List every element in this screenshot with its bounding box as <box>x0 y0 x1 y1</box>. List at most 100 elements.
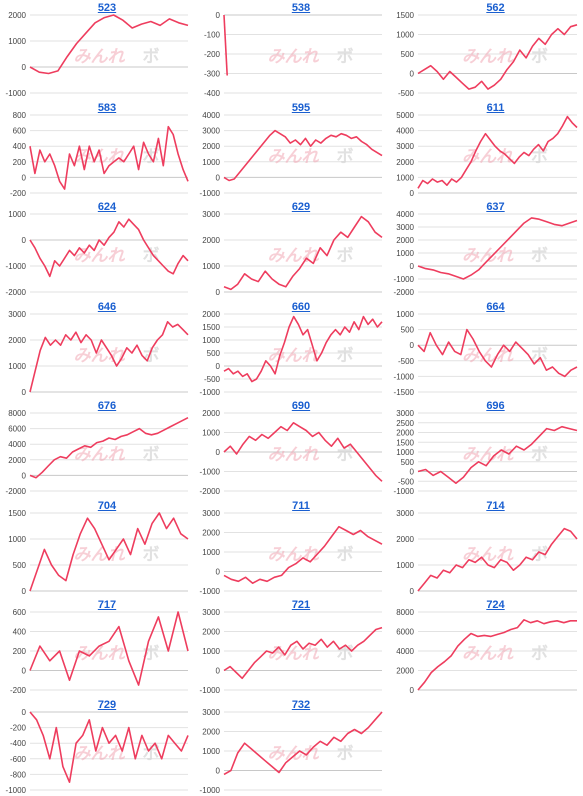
chart-title-link[interactable]: 629 <box>291 201 311 213</box>
y-tick-label: 200 <box>13 647 27 656</box>
chart-title-link[interactable]: 711 <box>292 499 310 512</box>
y-tick-label: 1000 <box>202 548 220 557</box>
chart-svg-711: 3000 2000 1000 0 -1000 みんれボ <box>200 509 383 596</box>
y-tick-label: 2000 <box>8 456 26 465</box>
chart-svg-629: 3000 2000 1000 0 みんれボ <box>202 210 383 297</box>
y-tick-label: -300 <box>204 70 221 79</box>
chart-svg-721: 3000 2000 1000 0 -1000 みんれボ <box>200 608 383 695</box>
y-tick-label: 0 <box>410 686 415 695</box>
chart-title-link[interactable]: 717 <box>97 599 117 611</box>
chart-title-link[interactable]: 721 <box>291 599 311 611</box>
y-tick-label: 500 <box>401 50 415 59</box>
watermark-logo-sub: ボ <box>531 445 548 465</box>
y-tick-label: 1000 <box>202 336 220 345</box>
chart-title-link[interactable]: 611 <box>486 101 505 114</box>
y-tick-label: 3000 <box>396 409 414 418</box>
chart-svg-646: 3000200010000みんれボ <box>8 310 189 397</box>
chart-panel-646: 3000 2000 1000 0 みんれボ 646 <box>0 299 194 398</box>
chart-title-link[interactable]: 523 <box>97 2 117 14</box>
chart-title-link[interactable]: 624 <box>97 201 117 213</box>
series-line-538 <box>223 14 228 76</box>
watermark-logo-sub: ボ <box>531 246 548 266</box>
y-tick-label: 1000 <box>396 310 414 319</box>
y-tick-label: 0 <box>410 189 415 198</box>
watermark-logo-sub: ボ <box>143 445 160 465</box>
series-line-562 <box>417 24 578 90</box>
y-tick-label: -1000 <box>394 487 415 496</box>
chart-panel-583: 800 600 400 200 0 -200 みんれボ 583 <box>0 100 194 199</box>
y-tick-label: 2000 <box>396 667 414 676</box>
y-tick-label: -1000 <box>200 189 221 198</box>
chart-title-link[interactable]: 664 <box>486 300 505 313</box>
y-tick-label: 1000 <box>8 535 26 544</box>
y-tick-label: 0 <box>216 667 221 676</box>
y-tick-label: -1000 <box>200 388 221 397</box>
y-tick-label: 3000 <box>396 223 414 232</box>
watermark-logo-sub: ボ <box>531 545 548 565</box>
y-tick-label: 0 <box>410 70 415 79</box>
chart-svg-664: 1000 500 0 -500 -1000 -1500 みんれボ <box>394 310 578 397</box>
y-tick-label: 2000 <box>202 310 220 319</box>
y-tick-label: 3000 <box>396 142 414 151</box>
y-tick-label: 0 <box>410 587 415 596</box>
y-tick-label: -1000 <box>394 275 415 284</box>
watermark-logo-sub: ボ <box>531 147 548 167</box>
chart-title-link[interactable]: 729 <box>97 698 117 711</box>
y-tick-label: 400 <box>13 142 27 151</box>
series-line-646 <box>29 320 189 392</box>
y-tick-label: -200 <box>10 189 27 198</box>
y-tick-label: 600 <box>13 126 27 135</box>
y-tick-label: 1000 <box>8 37 26 46</box>
chart-title-link[interactable]: 583 <box>97 101 117 114</box>
chart-title-link[interactable]: 538 <box>291 2 311 14</box>
chart-title-link[interactable]: 562 <box>486 2 505 14</box>
series-line-637 <box>417 217 578 280</box>
y-tick-label: 4000 <box>396 210 414 219</box>
y-tick-label: -1000 <box>200 468 221 477</box>
chart-svg-714: 3000200010000みんれボ <box>396 509 578 596</box>
watermark-logo: みんれ <box>268 147 320 167</box>
y-tick-label: 1000 <box>202 747 220 756</box>
chart-title-link[interactable]: 696 <box>486 400 505 412</box>
chart-title-link[interactable]: 732 <box>291 698 311 711</box>
watermark-logo: みんれ <box>462 47 514 67</box>
chart-title-link[interactable]: 637 <box>486 201 505 213</box>
y-tick-label: -2000 <box>394 288 415 297</box>
y-tick-label: 3000 <box>202 509 220 518</box>
y-tick-label: 1500 <box>202 323 220 332</box>
watermark-logo: みんれ <box>74 644 126 664</box>
watermark-logo-sub: ボ <box>337 346 354 366</box>
watermark-logo: みんれ <box>462 346 514 366</box>
chart-title-link[interactable]: 690 <box>291 400 311 412</box>
chart-panel-732: 3000 2000 1000 0 -1000 みんれボ 732 <box>194 697 388 796</box>
y-tick-label: -500 <box>398 356 415 365</box>
y-tick-label: -800 <box>10 770 27 779</box>
y-tick-label: 0 <box>22 173 27 182</box>
watermark-logo: みんれ <box>74 47 126 67</box>
chart-title-link[interactable]: 704 <box>97 499 117 512</box>
chart-panel-721: 3000 2000 1000 0 -1000 みんれボ 721 <box>194 597 388 696</box>
series-line-660 <box>223 315 383 382</box>
chart-title-link[interactable]: 676 <box>97 400 117 412</box>
y-tick-label: -600 <box>10 754 27 763</box>
chart-svg-611: 500040003000200010000みんれボ <box>396 111 578 198</box>
y-tick-label: 4000 <box>8 440 26 449</box>
chart-title-link[interactable]: 646 <box>97 300 117 313</box>
chart-title-link[interactable]: 714 <box>486 499 505 512</box>
y-tick-label: -1000 <box>394 372 415 381</box>
y-tick-label: -1000 <box>6 786 27 795</box>
chart-title-link[interactable]: 660 <box>291 300 311 313</box>
y-tick-label: 1000 <box>396 173 414 182</box>
chart-title-link[interactable]: 595 <box>291 101 311 114</box>
watermark-logo-sub: ボ <box>143 545 160 565</box>
watermark-logo: みんれ <box>74 545 126 565</box>
chart-svg-676: 8000 6000 4000 2000 0 -2000 みんれボ <box>6 409 189 496</box>
y-tick-label: 0 <box>216 766 221 775</box>
series-line-711 <box>223 525 383 584</box>
watermark-logo: みんれ <box>462 644 514 664</box>
watermark-logo: みんれ <box>268 246 320 266</box>
chart-title-link[interactable]: 724 <box>486 599 505 611</box>
series-line-690 <box>223 421 383 482</box>
chart-panel-690: 2000 1000 0 -1000 -2000 みんれボ 690 <box>194 398 388 497</box>
chart-panel-711: 3000 2000 1000 0 -1000 みんれボ 711 <box>194 498 388 597</box>
